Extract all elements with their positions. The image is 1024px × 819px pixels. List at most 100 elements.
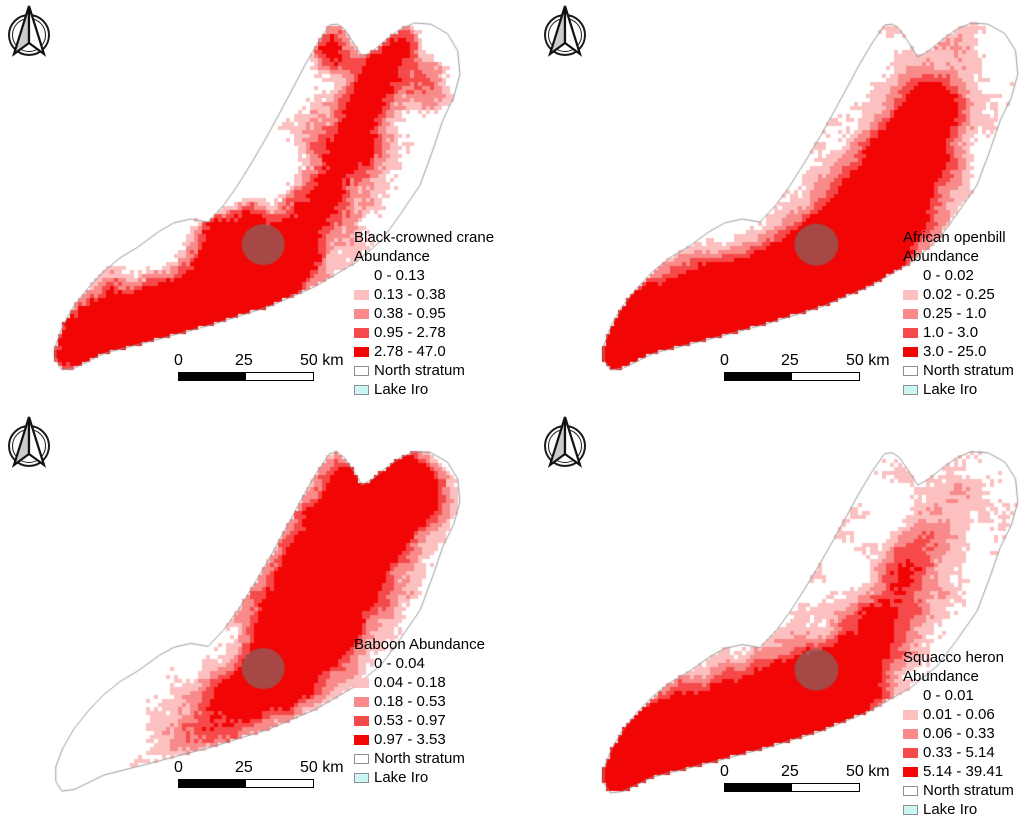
legend-title-line: Abundance — [903, 248, 979, 265]
scale-bar-segment-empty — [792, 373, 859, 380]
scale-bar: 0 25 50 km — [720, 763, 890, 792]
north-arrow-icon — [542, 415, 588, 471]
legend-lake-iro-label: Lake Iro — [923, 801, 978, 818]
scale-label-50km: 50 km — [300, 759, 344, 776]
legend-class-0-swatch — [903, 271, 918, 281]
legend-class-2: 0.18 - 0.53 — [354, 692, 485, 711]
abundance-raster-squacco-heron — [598, 431, 1022, 807]
legend-class-3-label: 0.95 - 2.78 — [374, 324, 446, 341]
north-arrow-glyph — [8, 416, 50, 468]
legend-items: 0 - 0.01 0.01 - 0.06 0.06 - 0.33 0.33 - 5.1… — [903, 686, 1014, 819]
legend-class-4: 0.97 - 3.53 — [354, 730, 485, 749]
legend-class-1-swatch — [903, 709, 918, 720]
legend-class-2: 0.38 - 0.95 — [354, 304, 494, 323]
scale-label-50km: 50 km — [846, 763, 890, 780]
scale-bar-labels: 0 25 50 km — [174, 759, 344, 778]
legend-lake-iro: Lake Iro — [903, 380, 1014, 399]
legend-class-4-swatch — [354, 734, 369, 745]
scale-bar-labels: 0 25 50 km — [174, 352, 344, 371]
legend-class-2-swatch — [354, 308, 369, 319]
legend-class-2-swatch — [354, 696, 369, 707]
legend-class-0-swatch — [903, 691, 918, 701]
legend-class-0: 0 - 0.04 — [354, 654, 485, 673]
legend-black-crowned-crane: Black-crowned crane Abundance 0 - 0.13 0.… — [354, 228, 494, 399]
legend-class-1-label: 0.13 - 0.38 — [374, 286, 446, 303]
legend-lake-iro-swatch — [903, 384, 918, 395]
legend-north-stratum-swatch — [354, 365, 369, 376]
legend-class-1-swatch — [903, 289, 918, 300]
legend-north-stratum: North stratum — [354, 749, 485, 768]
scale-bar-segment-empty — [246, 780, 313, 787]
north-arrow-glyph — [544, 416, 586, 468]
legend-class-0-swatch — [354, 659, 369, 669]
legend-north-stratum: North stratum — [354, 361, 494, 380]
legend-class-2-label: 0.25 - 1.0 — [923, 305, 987, 322]
legend-class-3: 0.53 - 0.97 — [354, 711, 485, 730]
legend-title: Squacco heron Abundance — [903, 648, 1014, 686]
abundance-raster-african-openbill — [598, 2, 1022, 384]
legend-class-4-label: 5.14 - 39.41 — [923, 763, 1004, 780]
scale-bar-segment-filled — [725, 784, 792, 791]
legend-class-3-swatch — [903, 747, 918, 758]
abundance-raster-black-crowned-crane — [50, 2, 464, 384]
legend-class-2-label: 0.06 - 0.33 — [923, 725, 995, 742]
scale-bar-rule — [178, 372, 314, 381]
legend-lake-iro: Lake Iro — [354, 380, 494, 399]
legend-class-1-swatch — [354, 289, 369, 300]
legend-lake-iro: Lake Iro — [354, 768, 485, 787]
legend-class-3: 0.33 - 5.14 — [903, 743, 1014, 762]
legend-baboon: Baboon Abundance 0 - 0.04 0.04 - 0.18 0.18… — [354, 635, 485, 787]
map-panel-baboon: Baboon Abundance 0 - 0.04 0.04 - 0.18 0.18… — [0, 403, 512, 807]
scale-bar-labels: 0 25 50 km — [720, 763, 890, 782]
scale-bar-segment-filled — [179, 373, 246, 380]
legend-class-1-swatch — [354, 677, 369, 688]
legend-class-1: 0.13 - 0.38 — [354, 285, 494, 304]
legend-class-0: 0 - 0.02 — [903, 266, 1014, 285]
legend-class-4-swatch — [903, 346, 918, 357]
legend-lake-iro-label: Lake Iro — [374, 769, 429, 786]
legend-class-1: 0.04 - 0.18 — [354, 673, 485, 692]
legend-lake-iro-swatch — [354, 772, 369, 783]
legend-class-0: 0 - 0.01 — [903, 686, 1014, 705]
legend-items: 0 - 0.13 0.13 - 0.38 0.38 - 0.95 0.95 - 2.7… — [354, 266, 494, 399]
legend-items: 0 - 0.04 0.04 - 0.18 0.18 - 0.53 0.53 - 0.9… — [354, 654, 485, 787]
legend-class-4: 5.14 - 39.41 — [903, 762, 1014, 781]
legend-class-4: 3.0 - 25.0 — [903, 342, 1014, 361]
legend-north-stratum-label: North stratum — [374, 750, 465, 767]
scale-label-0: 0 — [174, 759, 183, 776]
legend-class-4-swatch — [903, 766, 918, 777]
legend-class-3: 1.0 - 3.0 — [903, 323, 1014, 342]
legend-title-line: Black-crowned crane — [354, 229, 495, 246]
scale-bar-segment-filled — [725, 373, 792, 380]
legend-class-3-swatch — [903, 327, 918, 338]
legend-title-line: Abundance — [354, 248, 430, 265]
scale-label-50km: 50 km — [846, 352, 890, 369]
legend-class-3-swatch — [354, 327, 369, 338]
legend-class-0: 0 - 0.13 — [354, 266, 494, 285]
legend-class-0-label: 0 - 0.13 — [374, 267, 425, 284]
legend-title: African openbill Abundance — [903, 228, 1014, 266]
legend-class-3-label: 0.33 - 5.14 — [923, 744, 995, 761]
scale-label-50km: 50 km — [300, 352, 344, 369]
legend-squacco-heron: Squacco heron Abundance 0 - 0.01 0.01 - 0… — [903, 648, 1014, 819]
legend-class-2-swatch — [903, 728, 918, 739]
legend-title: Black-crowned crane Abundance — [354, 228, 494, 266]
legend-class-3: 0.95 - 2.78 — [354, 323, 494, 342]
legend-class-4: 2.78 - 47.0 — [354, 342, 494, 361]
legend-title-line: Squacco heron — [903, 649, 1004, 666]
scale-bar: 0 25 50 km — [720, 352, 890, 381]
legend-lake-iro: Lake Iro — [903, 800, 1014, 819]
map-panel-squacco-heron: Squacco heron Abundance 0 - 0.01 0.01 - 0… — [512, 403, 1024, 818]
legend-class-3-label: 0.53 - 0.97 — [374, 712, 446, 729]
legend-class-1-label: 0.04 - 0.18 — [374, 674, 446, 691]
legend-north-stratum-label: North stratum — [374, 362, 465, 379]
scale-label-25: 25 — [235, 352, 253, 369]
legend-class-2: 0.06 - 0.33 — [903, 724, 1014, 743]
legend-lake-iro-swatch — [354, 384, 369, 395]
legend-class-2: 0.25 - 1.0 — [903, 304, 1014, 323]
north-arrow-glyph — [8, 5, 50, 57]
legend-class-3-label: 1.0 - 3.0 — [923, 324, 979, 341]
legend-items: 0 - 0.02 0.02 - 0.25 0.25 - 1.0 1.0 - 3.0 3.… — [903, 266, 1014, 399]
scale-bar-segment-empty — [246, 373, 313, 380]
